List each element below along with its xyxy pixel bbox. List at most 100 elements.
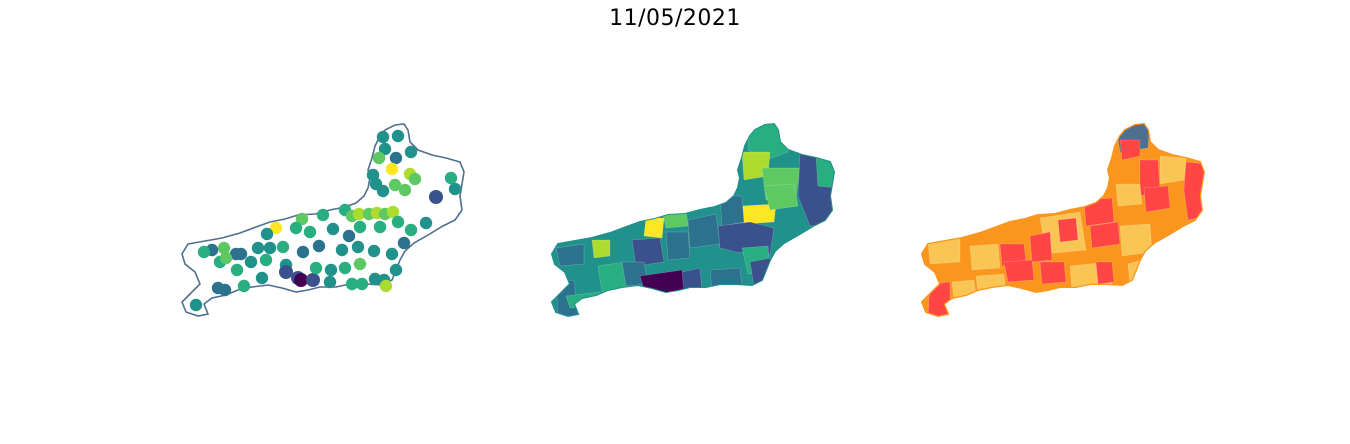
municipality-point xyxy=(294,273,308,287)
municipality-point xyxy=(211,281,225,295)
region xyxy=(969,243,1001,271)
municipality-point xyxy=(367,244,381,258)
municipality-point xyxy=(244,255,258,269)
region xyxy=(1183,161,1204,221)
municipality-point xyxy=(372,151,386,165)
municipality-point xyxy=(386,205,400,219)
municipality-point xyxy=(368,272,382,286)
region xyxy=(555,243,585,267)
region xyxy=(1095,261,1115,285)
region xyxy=(661,207,689,229)
risk-regions xyxy=(920,122,1206,318)
region xyxy=(927,237,961,265)
municipality-point xyxy=(389,151,403,165)
region xyxy=(591,239,611,259)
municipality-point xyxy=(389,263,403,277)
municipality-point xyxy=(189,298,203,312)
region xyxy=(1159,155,1187,185)
municipality-point xyxy=(255,271,269,285)
municipality-point xyxy=(385,247,399,261)
municipality-point xyxy=(296,245,310,259)
municipality-point xyxy=(379,279,393,293)
region xyxy=(643,217,665,239)
risk-choropleth-panel xyxy=(920,122,1206,318)
municipality-point xyxy=(342,229,356,243)
municipality-point xyxy=(378,142,392,156)
region xyxy=(1089,221,1121,249)
municipality-point xyxy=(324,263,338,277)
municipality-point xyxy=(353,220,367,234)
municipality-point xyxy=(260,227,274,241)
municipality-point xyxy=(197,245,211,259)
municipality-point xyxy=(419,216,433,230)
region xyxy=(709,267,743,291)
municipality-point xyxy=(217,241,231,255)
municipality-point xyxy=(404,223,418,237)
municipality-point xyxy=(353,257,367,271)
points-map-panel xyxy=(181,123,465,317)
municipality-point xyxy=(251,241,265,255)
municipality-point xyxy=(230,263,244,277)
region xyxy=(747,124,789,161)
municipality-point xyxy=(388,178,402,192)
region xyxy=(1039,261,1067,285)
state-outline-path xyxy=(181,123,465,317)
region xyxy=(763,183,799,211)
municipality-point xyxy=(385,162,399,176)
viridis-choropleth-panel xyxy=(550,122,836,318)
municipality-point xyxy=(312,239,326,253)
region xyxy=(1083,197,1115,227)
municipality-point xyxy=(306,273,320,287)
municipality-point xyxy=(263,241,277,255)
municipality-point xyxy=(373,220,387,234)
region xyxy=(1003,259,1035,283)
municipality-point xyxy=(376,184,390,198)
region xyxy=(1119,223,1153,257)
municipality-point xyxy=(219,251,233,265)
municipality-point xyxy=(351,240,365,254)
municipality-point xyxy=(404,145,418,159)
municipality-point xyxy=(237,279,251,293)
municipality-point xyxy=(323,275,337,289)
region xyxy=(975,273,1007,295)
municipality-point xyxy=(279,265,293,279)
state-edge xyxy=(921,123,1205,317)
region xyxy=(1119,139,1141,161)
municipality-point xyxy=(448,182,462,196)
municipality-point xyxy=(295,212,309,226)
municipality-point xyxy=(408,172,422,186)
municipality-point xyxy=(234,247,248,261)
region xyxy=(687,213,721,249)
region xyxy=(665,231,691,261)
municipality-points xyxy=(189,129,462,312)
municipality-point xyxy=(444,171,458,185)
state-outline xyxy=(181,123,465,317)
municipality-point xyxy=(376,130,390,144)
municipality-point xyxy=(303,225,317,239)
municipality-point xyxy=(429,190,443,204)
region xyxy=(719,195,745,227)
region xyxy=(1115,183,1143,207)
region xyxy=(1143,185,1171,213)
municipality-point xyxy=(259,253,273,267)
municipality-point xyxy=(326,222,340,236)
municipality-point xyxy=(391,129,405,143)
region xyxy=(1127,259,1145,287)
region xyxy=(1029,231,1053,263)
municipality-point xyxy=(397,236,411,250)
municipality-point xyxy=(309,261,323,275)
municipality-point xyxy=(276,240,290,254)
region xyxy=(1057,217,1079,243)
municipality-point xyxy=(289,221,303,235)
municipality-point xyxy=(355,277,369,291)
municipality-point xyxy=(352,207,366,221)
municipality-point xyxy=(335,243,349,257)
municipality-point xyxy=(345,277,359,291)
choropleth-regions xyxy=(550,122,836,318)
municipality-point xyxy=(269,221,283,235)
municipality-point xyxy=(316,208,330,222)
municipality-point xyxy=(338,261,352,275)
figure-title: 11/05/2021 xyxy=(609,6,741,31)
region xyxy=(631,237,665,267)
municipality-point xyxy=(391,215,405,229)
